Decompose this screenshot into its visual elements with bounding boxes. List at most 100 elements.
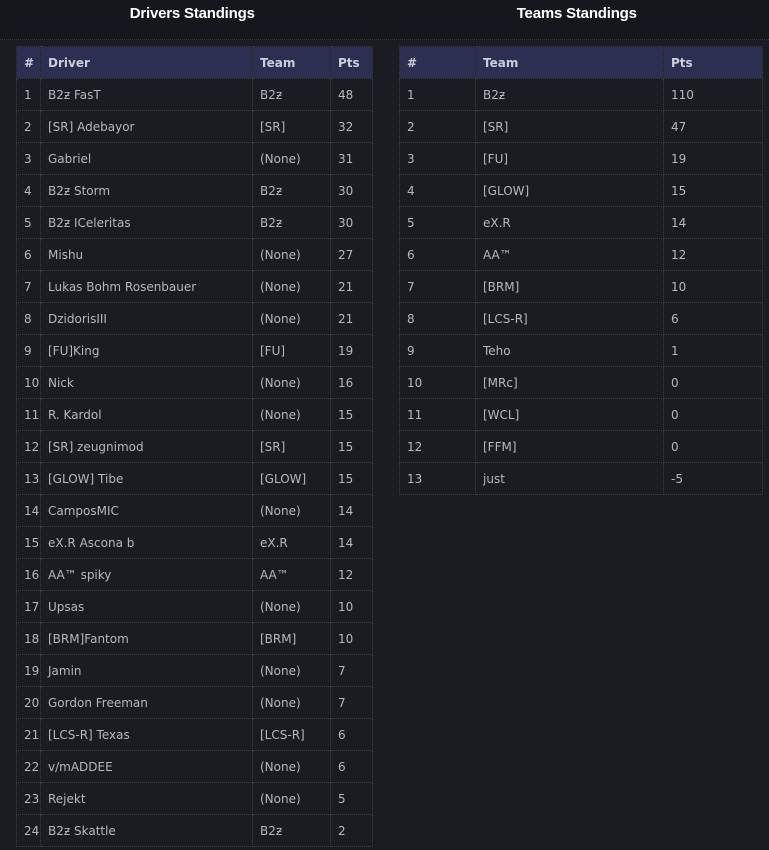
- rank-cell: 14: [16, 494, 41, 527]
- rank-cell: 23: [16, 782, 41, 815]
- teams-table-header: # Team Pts: [399, 46, 763, 79]
- pts-cell: 21: [330, 302, 373, 335]
- table-row: 19 Jamin (None) 7: [16, 654, 373, 687]
- table-row: 7 [BRM] 10: [399, 270, 763, 303]
- teams-standings-table: # Team Pts 1 B2ƶ 110 2 [SR] 47 3 [FU] 19 4 [GLOW] 15 5…: [399, 46, 763, 495]
- rank-cell: 24: [16, 814, 41, 847]
- table-row: 11 [WCL] 0: [399, 398, 763, 431]
- table-row: 3 [FU] 19: [399, 142, 763, 175]
- pts-cell: 12: [330, 558, 373, 591]
- pts-cell: 15: [330, 462, 373, 495]
- team-cell: [FU]: [475, 142, 664, 175]
- team-cell: [MRc]: [475, 366, 664, 399]
- rank-cell: 6: [399, 238, 476, 271]
- rank-cell: 7: [399, 270, 476, 303]
- table-row: 15 eX.R Ascona b eX.R 14: [16, 526, 373, 559]
- team-cell: [LCS-R]: [252, 718, 331, 751]
- rank-cell: 10: [16, 366, 41, 399]
- team-cell: [BRM]: [475, 270, 664, 303]
- column-header-driver: Driver: [40, 46, 253, 79]
- pts-cell: 30: [330, 206, 373, 239]
- title-bar: Drivers Standings Teams Standings: [0, 0, 769, 40]
- driver-cell: [FU]King: [40, 334, 253, 367]
- table-row: 11 R. Kardol (None) 15: [16, 398, 373, 431]
- pts-cell: 10: [330, 622, 373, 655]
- table-row: 10 Nick (None) 16: [16, 366, 373, 399]
- pts-cell: -5: [663, 462, 763, 495]
- table-row: 9 Teho 1: [399, 334, 763, 367]
- teams-title-area: Teams Standings: [385, 0, 769, 39]
- driver-cell: [SR] zeugnimod: [40, 430, 253, 463]
- rank-cell: 9: [399, 334, 476, 367]
- team-cell: (None): [252, 142, 331, 175]
- table-row: 6 AA™ 12: [399, 238, 763, 271]
- pts-cell: 0: [663, 398, 763, 431]
- team-cell: eX.R: [475, 206, 664, 239]
- pts-cell: 30: [330, 174, 373, 207]
- pts-cell: 31: [330, 142, 373, 175]
- team-cell: [WCL]: [475, 398, 664, 431]
- team-cell: B2ƶ: [252, 206, 331, 239]
- pts-cell: 1: [663, 334, 763, 367]
- drivers-title-area: Drivers Standings: [0, 0, 385, 39]
- driver-cell: [BRM]Fantom: [40, 622, 253, 655]
- team-cell: (None): [252, 238, 331, 271]
- table-row: 14 CamposMIC (None) 14: [16, 494, 373, 527]
- team-cell: [GLOW]: [252, 462, 331, 495]
- pts-cell: 19: [330, 334, 373, 367]
- table-row: 6 Mishu (None) 27: [16, 238, 373, 271]
- rank-cell: 22: [16, 750, 41, 783]
- table-row: 8 [LCS-R] 6: [399, 302, 763, 335]
- team-cell: [BRM]: [252, 622, 331, 655]
- pts-cell: 10: [330, 590, 373, 623]
- table-row: 13 just -5: [399, 462, 763, 495]
- rank-cell: 16: [16, 558, 41, 591]
- table-row: 23 Rejekt (None) 5: [16, 782, 373, 815]
- driver-cell: Jamin: [40, 654, 253, 687]
- rank-cell: 19: [16, 654, 41, 687]
- team-cell: eX.R: [252, 526, 331, 559]
- drivers-table-header: # Driver Team Pts: [16, 46, 373, 79]
- rank-cell: 12: [399, 430, 476, 463]
- standings-content: # Driver Team Pts 1 B2ƶ FasT B2ƶ 48 2 [SR] Adeba…: [0, 40, 769, 847]
- column-header-pts: Pts: [663, 46, 763, 79]
- drivers-standings-table: # Driver Team Pts 1 B2ƶ FasT B2ƶ 48 2 [SR] Adeba…: [16, 46, 373, 847]
- driver-cell: R. Kardol: [40, 398, 253, 431]
- table-row: 24 B2ƶ Skattle B2ƶ 2: [16, 814, 373, 847]
- rank-cell: 1: [16, 78, 41, 111]
- team-cell: (None): [252, 654, 331, 687]
- pts-cell: 19: [663, 142, 763, 175]
- rank-cell: 13: [16, 462, 41, 495]
- table-row: 16 AA™ spiky AA™ 12: [16, 558, 373, 591]
- pts-cell: 16: [330, 366, 373, 399]
- rank-cell: 3: [16, 142, 41, 175]
- rank-cell: 12: [16, 430, 41, 463]
- driver-cell: [SR] Adebayor: [40, 110, 253, 143]
- driver-cell: Nick: [40, 366, 253, 399]
- rank-cell: 15: [16, 526, 41, 559]
- driver-cell: Upsas: [40, 590, 253, 623]
- table-row: 21 [LCS-R] Texas [LCS-R] 6: [16, 718, 373, 751]
- rank-cell: 1: [399, 78, 476, 111]
- table-row: 17 Upsas (None) 10: [16, 590, 373, 623]
- team-cell: Teho: [475, 334, 664, 367]
- rank-cell: 9: [16, 334, 41, 367]
- team-cell: [SR]: [252, 110, 331, 143]
- driver-cell: Rejekt: [40, 782, 253, 815]
- team-cell: B2ƶ: [252, 814, 331, 847]
- team-cell: B2ƶ: [252, 78, 331, 111]
- driver-cell: Gordon Freeman: [40, 686, 253, 719]
- team-cell: (None): [252, 302, 331, 335]
- rank-cell: 17: [16, 590, 41, 623]
- table-row: 1 B2ƶ 110: [399, 78, 763, 111]
- table-row: 4 [GLOW] 15: [399, 174, 763, 207]
- rank-cell: 8: [399, 302, 476, 335]
- team-cell: [SR]: [252, 430, 331, 463]
- driver-cell: B2ƶ FasT: [40, 78, 253, 111]
- pts-cell: 6: [330, 718, 373, 751]
- rank-cell: 11: [399, 398, 476, 431]
- pts-cell: 14: [330, 526, 373, 559]
- driver-cell: DzidorisIII: [40, 302, 253, 335]
- pts-cell: 12: [663, 238, 763, 271]
- team-cell: B2ƶ: [475, 78, 664, 111]
